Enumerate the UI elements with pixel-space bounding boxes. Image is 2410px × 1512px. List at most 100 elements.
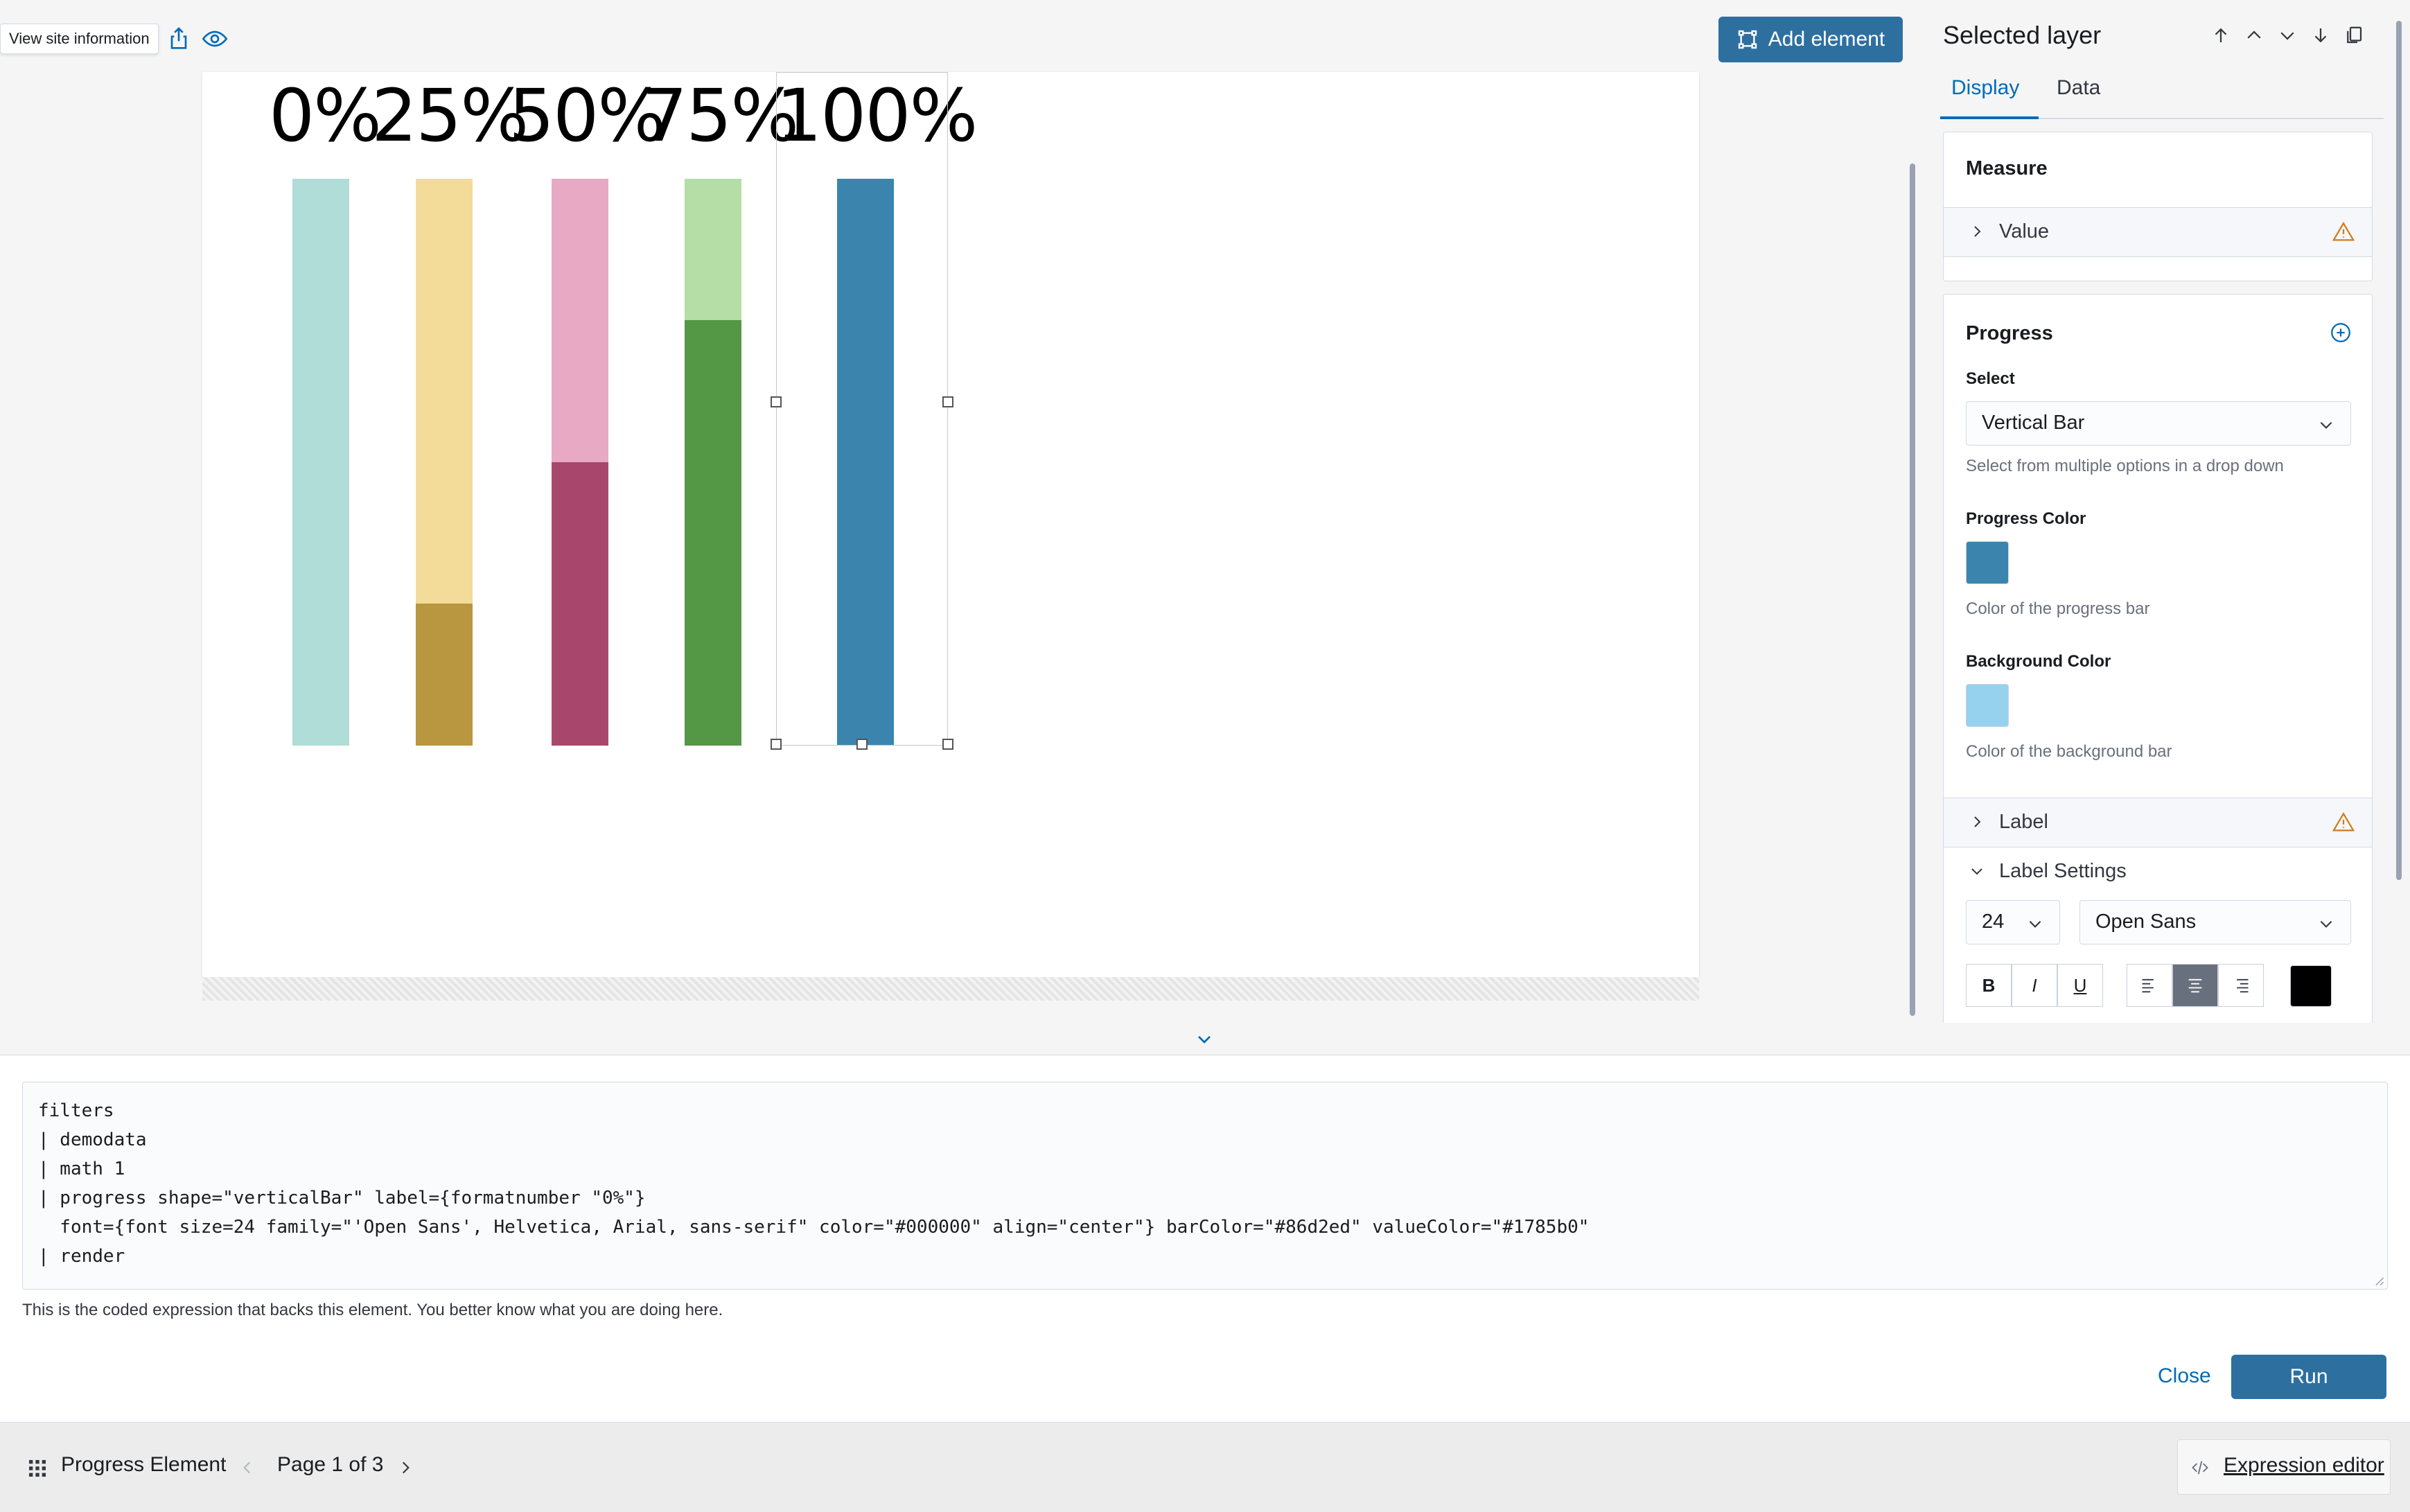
- add-element-button[interactable]: Add element: [1718, 17, 1903, 62]
- label-accordion-label: Label: [1999, 811, 2048, 833]
- label-settings-toggle[interactable]: Label Settings: [1944, 847, 2372, 897]
- progress-label-0: 0%: [269, 73, 382, 158]
- progress-color-help: Color of the progress bar: [1966, 599, 2150, 618]
- align-right-button[interactable]: [2218, 964, 2264, 1007]
- shape-select[interactable]: Vertical Bar: [1966, 401, 2351, 446]
- tab-display[interactable]: Display: [1951, 76, 2020, 99]
- code-line: | render: [38, 1246, 125, 1267]
- font-family-select[interactable]: Open Sans: [2079, 900, 2351, 944]
- select-label: Select: [1966, 369, 2015, 388]
- warning-icon: [2332, 812, 2355, 832]
- run-button[interactable]: Run: [2231, 1355, 2386, 1399]
- add-element-label: Add element: [1768, 28, 1885, 51]
- canvas-scrollbar[interactable]: [1910, 164, 1915, 1016]
- progress-label-75: 75%: [642, 73, 799, 158]
- collapse-drawer-icon[interactable]: [1193, 1028, 1215, 1051]
- progress-label-50: 50%: [509, 73, 666, 158]
- background-color-swatch[interactable]: [1966, 684, 2009, 727]
- progress-label-100: 100%: [776, 73, 978, 158]
- chevron-down-icon: [2320, 421, 2332, 429]
- text-color-swatch[interactable]: [2290, 965, 2332, 1007]
- chevron-down-icon: [1971, 868, 1982, 875]
- align-right-icon: [2237, 978, 2249, 993]
- code-line: | math 1: [38, 1159, 125, 1179]
- progress-bar-track[interactable]: [292, 179, 349, 746]
- grid-icon[interactable]: [26, 1457, 49, 1479]
- value-accordion[interactable]: Value: [1944, 207, 2372, 257]
- align-left-icon: [2142, 978, 2154, 993]
- resize-handle-left[interactable]: [771, 396, 782, 407]
- resize-grip-icon[interactable]: [2372, 1274, 2384, 1286]
- measure-heading: Measure: [1966, 157, 2048, 179]
- code-line: | progress shape="verticalBar" label={fo…: [38, 1188, 646, 1208]
- progress-bar-fill: [552, 462, 608, 746]
- italic-button[interactable]: I: [2012, 964, 2057, 1007]
- panel-tabs: Display Data: [1940, 67, 2384, 119]
- workpad-resize-strip: [202, 977, 1699, 1001]
- add-element-icon: [1738, 30, 1757, 49]
- resize-handle-bottom[interactable]: [856, 739, 868, 750]
- value-accordion-label: Value: [1999, 220, 2050, 243]
- active-tab-indicator: [1940, 116, 2039, 119]
- underline-button[interactable]: U: [2057, 964, 2103, 1007]
- close-button[interactable]: Close: [2158, 1364, 2211, 1387]
- progress-color-swatch[interactable]: [1966, 541, 2009, 584]
- expression-editor-textarea[interactable]: filters | demodata | math 1 | progress s…: [22, 1082, 2388, 1290]
- measure-card: Measure Value: [1943, 132, 2373, 281]
- label-settings-label: Label Settings: [1999, 860, 2127, 882]
- progress-color-label: Progress Color: [1966, 509, 2086, 528]
- progress-bar-fill: [685, 320, 741, 746]
- code-line: filters: [38, 1100, 114, 1121]
- expression-help-text: This is the coded expression that backs …: [22, 1301, 723, 1319]
- bold-button[interactable]: B: [1966, 964, 2012, 1007]
- resize-handle-bottom-right[interactable]: [942, 739, 953, 750]
- preview-eye-icon[interactable]: [201, 25, 229, 53]
- progress-heading: Progress: [1966, 322, 2053, 344]
- chevron-down-icon: [2320, 920, 2332, 928]
- move-to-top-icon[interactable]: [2210, 25, 2231, 46]
- resize-handle-bottom-left[interactable]: [771, 739, 782, 750]
- code-line: | demodata: [38, 1129, 147, 1150]
- progress-bar-fill: [837, 179, 894, 746]
- add-argument-icon[interactable]: [2329, 321, 2352, 344]
- move-down-icon[interactable]: [2277, 25, 2298, 46]
- tab-data[interactable]: Data: [2057, 76, 2101, 99]
- warning-icon: [2332, 222, 2355, 241]
- font-size-value: 24: [1982, 911, 2005, 933]
- site-info-tooltip: View site information: [0, 24, 159, 54]
- select-help: Select from multiple options in a drop d…: [1966, 457, 2284, 475]
- move-up-icon[interactable]: [2244, 25, 2264, 46]
- background-color-label: Background Color: [1966, 652, 2111, 671]
- progress-card: Progress Select Vertical Bar Select from…: [1943, 294, 2373, 1056]
- share-icon[interactable]: [165, 25, 193, 53]
- chevron-down-icon: [2029, 920, 2041, 928]
- expression-editor-label: Expression editor: [2224, 1454, 2384, 1477]
- align-center-button[interactable]: [2172, 964, 2218, 1007]
- move-to-bottom-icon[interactable]: [2310, 25, 2331, 46]
- sidebar-panel: Selected layer Display Data Measure Valu…: [1926, 0, 2410, 1064]
- workpad-footer: Progress Element Page 1 of 3 Expression …: [0, 1422, 2410, 1512]
- progress-label-25: 25%: [371, 73, 529, 158]
- font-size-select[interactable]: 24: [1966, 900, 2060, 944]
- align-left-button[interactable]: [2127, 964, 2172, 1007]
- shape-select-value: Vertical Bar: [1982, 412, 2085, 434]
- chevron-right-icon: [1974, 226, 1981, 237]
- expression-drawer: filters | demodata | math 1 | progress s…: [0, 1055, 2410, 1422]
- copy-icon[interactable]: [2343, 25, 2364, 46]
- panel-scrollbar[interactable]: [2396, 21, 2402, 880]
- background-color-help: Color of the background bar: [1966, 742, 2172, 761]
- progress-bar-fill: [416, 604, 473, 746]
- layer-actions: [2210, 25, 2364, 46]
- resize-handle-right[interactable]: [942, 396, 953, 407]
- code-line: font={font size=24 family="'Open Sans', …: [38, 1217, 1590, 1238]
- align-center-icon: [2188, 978, 2202, 993]
- font-family-value: Open Sans: [2095, 911, 2197, 933]
- expression-editor-button[interactable]: Expression editor: [2177, 1439, 2391, 1495]
- label-accordion[interactable]: Label: [1944, 798, 2372, 847]
- chevron-right-icon: [1974, 816, 1981, 827]
- code-icon: [2192, 1461, 2208, 1475]
- next-page-icon[interactable]: [396, 1459, 414, 1477]
- selected-element-box[interactable]: [776, 72, 948, 746]
- page-indicator[interactable]: Page 1 of 3: [277, 1453, 384, 1476]
- previous-page-icon[interactable]: [238, 1459, 256, 1477]
